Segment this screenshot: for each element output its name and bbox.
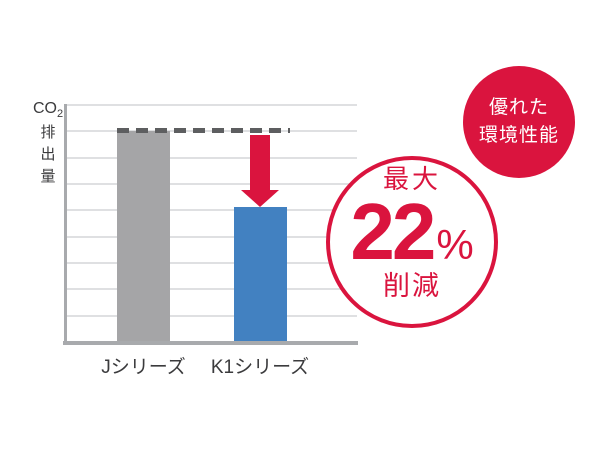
gridline (67, 236, 357, 238)
reduction-arrow-shaft (250, 135, 270, 190)
badge-line-1: 優れた (488, 96, 549, 118)
y-axis-gas-label: CO2 (32, 100, 64, 121)
gridline (67, 209, 357, 211)
reduction-suffix-label: 削減 (383, 271, 441, 302)
gridline (67, 183, 357, 185)
bar-1 (117, 131, 170, 341)
x-axis-line (63, 341, 358, 345)
y-axis-line (64, 104, 67, 345)
reduction-value-row: 22 % (350, 186, 474, 276)
x-axis-label: Jシリーズ (101, 357, 186, 378)
reduction-circle-badge: 最大 22 % 削減 (326, 156, 498, 328)
bar-2 (233, 207, 287, 341)
environment-performance-badge: 優れた 環境性能 (463, 66, 575, 178)
reduction-value: 22 (350, 186, 436, 276)
reduction-arrow-head (241, 190, 279, 207)
x-axis-label: K1シリーズ (210, 357, 310, 378)
reduction-prefix-label: 最大 (382, 163, 441, 194)
reduction-unit: % (436, 220, 474, 268)
y-axis-kanji-label: 排出量 (40, 124, 56, 186)
gridline (67, 157, 357, 159)
reference-dashed-line (117, 128, 290, 133)
y-axis-label: CO2 排出量 (26, 100, 70, 188)
badge-line-2: 環境性能 (478, 125, 559, 146)
gridline (67, 262, 357, 264)
gridline (67, 104, 357, 106)
gridline (67, 288, 357, 290)
gridline (67, 315, 357, 317)
